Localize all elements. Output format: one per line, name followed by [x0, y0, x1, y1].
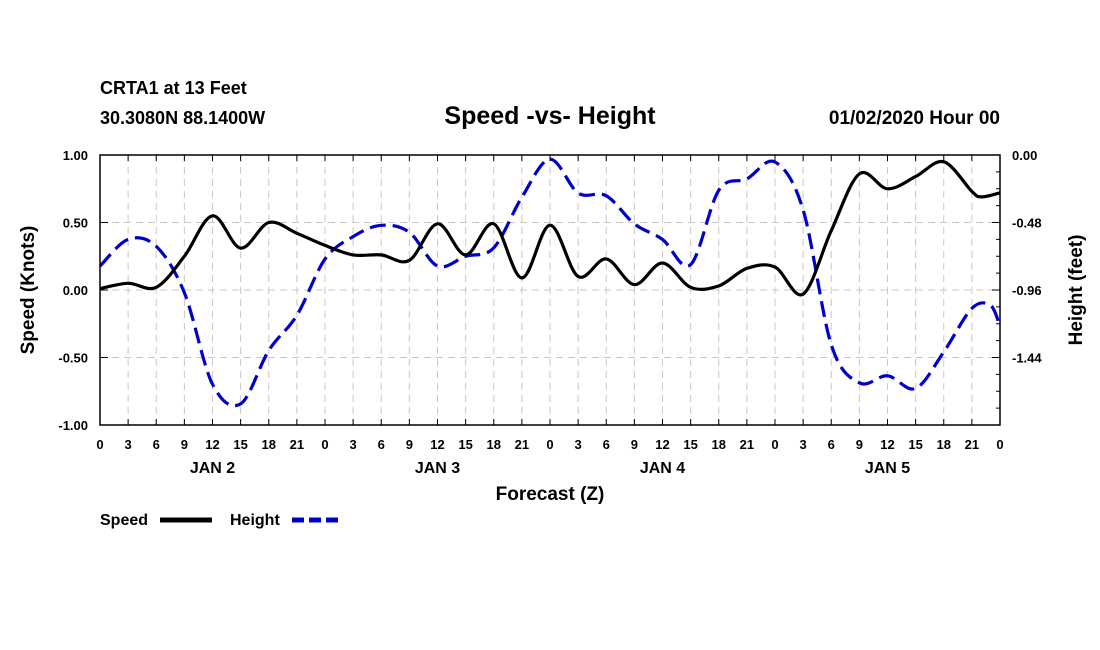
y-tick-label: 1.00 — [63, 148, 88, 163]
y2-axis-title: Height (feet) — [1066, 235, 1087, 346]
day-label: JAN 2 — [190, 460, 235, 477]
y-tick-label: 0.00 — [63, 283, 88, 298]
x-tick-label: 12 — [655, 437, 669, 452]
x-tick-label: 18 — [262, 437, 276, 452]
x-tick-label: 18 — [487, 437, 501, 452]
tick-labels: 0 3 6 9 12 15 18 21 0 3 6 9 12 15 18 21 0 3 6 9 12 15 18 21 0 3 6 9… — [58, 148, 1042, 477]
x-tick-label: 3 — [575, 437, 582, 452]
forecast-datetime: 01/02/2020 Hour 00 — [829, 108, 1000, 129]
x-tick-label: 15 — [458, 437, 472, 452]
x-tick-label: 9 — [181, 437, 188, 452]
day-label: JAN 5 — [865, 460, 910, 477]
x-tick-label: 6 — [603, 437, 610, 452]
x-tick-label: 18 — [937, 437, 951, 452]
day-label: JAN 3 — [415, 460, 460, 477]
x-tick-label: 6 — [153, 437, 160, 452]
x-tick-label: 3 — [800, 437, 807, 452]
station-label: CRTA1 at 13 Feet — [100, 78, 247, 98]
series-layer — [98, 157, 1002, 408]
x-tick-label: 21 — [965, 437, 979, 452]
y-tick-label: 0.50 — [63, 216, 88, 231]
x-tick-label: 12 — [880, 437, 894, 452]
x-tick-label: 0 — [546, 437, 553, 452]
x-tick-label: 6 — [828, 437, 835, 452]
legend-height-label: Height — [230, 512, 280, 529]
x-tick-label: 6 — [378, 437, 385, 452]
x-tick-label: 18 — [712, 437, 726, 452]
x-tick-label: 15 — [683, 437, 697, 452]
x-tick-label: 15 — [233, 437, 247, 452]
day-label: JAN 4 — [640, 460, 685, 477]
x-tick-label: 9 — [631, 437, 638, 452]
x-tick-label: 9 — [856, 437, 863, 452]
y-tick-label: -0.50 — [58, 351, 88, 366]
x-tick-label: 0 — [771, 437, 778, 452]
x-tick-label: 0 — [96, 437, 103, 452]
tick-marks — [99, 154, 1001, 426]
x-tick-label: 21 — [740, 437, 754, 452]
x-tick-label: 15 — [908, 437, 922, 452]
x-tick-label: 0 — [996, 437, 1003, 452]
y2-tick-label: -0.48 — [1012, 216, 1042, 231]
x-tick-label: 12 — [430, 437, 444, 452]
grid-lines — [100, 155, 1000, 425]
x-tick-label: 3 — [350, 437, 357, 452]
height-series-line — [98, 157, 1002, 408]
x-tick-label: 0 — [321, 437, 328, 452]
x-tick-label: 3 — [125, 437, 132, 452]
chart-title: Speed -vs- Height — [444, 102, 656, 130]
x-tick-label: 12 — [205, 437, 219, 452]
y-tick-label: -1.00 — [58, 418, 88, 433]
x-tick-label: 9 — [406, 437, 413, 452]
legend: Speed Height — [100, 512, 342, 529]
y-axis-title: Speed (Knots) — [18, 226, 39, 355]
y2-tick-label: -1.44 — [1012, 351, 1042, 366]
speed-series-line — [99, 159, 1001, 297]
y2-tick-label: 0.00 — [1012, 148, 1037, 163]
x-tick-label: 21 — [290, 437, 304, 452]
coordinates-label: 30.3080N 88.1400W — [100, 108, 265, 128]
x-axis-title: Forecast (Z) — [496, 484, 605, 505]
legend-speed-label: Speed — [100, 512, 148, 529]
y2-tick-label: -0.96 — [1012, 283, 1042, 298]
x-tick-label: 21 — [515, 437, 529, 452]
